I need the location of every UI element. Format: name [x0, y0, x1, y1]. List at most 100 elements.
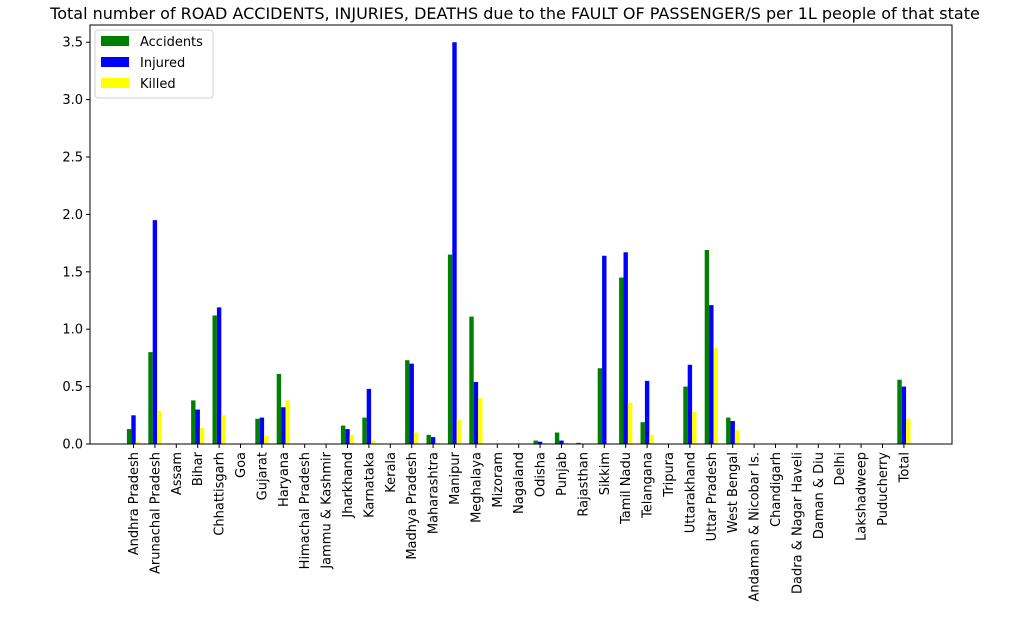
bar-killed-20 [563, 442, 569, 444]
x-tick-label: Andhra Pradesh [127, 452, 142, 555]
bar-killed-23 [627, 402, 633, 444]
bar-accidents-14 [426, 434, 431, 444]
legend: Accidents Injured Killed [94, 29, 214, 99]
x-tick-label: Rajasthan [576, 452, 591, 517]
y-tick-label: 2.0 [62, 208, 83, 223]
x-tick-label: Total [897, 452, 912, 483]
legend-swatch-killed [101, 78, 129, 88]
bar-injured-20 [559, 440, 564, 444]
bar-injured-14 [430, 437, 436, 444]
plot-frame [89, 24, 953, 445]
x-tick-label: Maharashtra [427, 452, 442, 534]
x-tick-label: Meghalaya [469, 452, 484, 523]
bar-accidents-24 [640, 422, 645, 444]
y-tick-label: 0.0 [62, 438, 83, 453]
x-tick-label: Chandigarh [769, 452, 784, 527]
bar-accidents-16 [469, 316, 474, 444]
chart-title: Total number of ROAD ACCIDENTS, INJURIES… [49, 4, 980, 23]
y-tick-label: 1.5 [62, 265, 83, 280]
legend-label-injured: Injured [140, 56, 185, 71]
bar-killed-19 [542, 442, 547, 444]
x-axis: Andhra Pradesh Arunachal Pradesh Assam Biha… [127, 444, 912, 602]
bar-killed-10 [349, 434, 355, 444]
x-tick-label: Puducherry [876, 452, 891, 526]
bar-accidents-36 [897, 379, 902, 444]
y-axis: 0.0 0.5 1.0 1.5 2.0 2.5 3.0 3.5 [62, 36, 90, 453]
bar-accidents-26 [683, 386, 688, 444]
legend-swatch-injured [101, 57, 129, 67]
bar-injured-23 [623, 252, 628, 444]
bar-accidents-0 [126, 429, 132, 444]
bar-killed-11 [371, 440, 376, 444]
x-tick-label: Gujarat [255, 452, 270, 500]
bar-injured-22 [602, 255, 607, 444]
x-tick-label: Jammu & Kashmir [320, 451, 335, 569]
x-tick-label: Telangana [641, 452, 656, 519]
bar-killed-3 [199, 427, 205, 444]
bar-accidents-27 [704, 250, 710, 444]
y-tick-label: 3.5 [62, 36, 83, 51]
bar-injured-36 [901, 386, 907, 444]
x-tick-label: Lakshadweep [855, 452, 870, 541]
bar-injured-19 [537, 441, 543, 444]
x-tick-label: Madhya Pradesh [405, 452, 420, 560]
bar-accidents-21 [576, 442, 581, 444]
bar-accidents-15 [447, 254, 453, 444]
bar-injured-6 [259, 417, 265, 444]
bar-injured-28 [730, 421, 735, 444]
bar-accidents-4 [212, 315, 217, 444]
x-tick-label: Punjab [555, 452, 570, 496]
bar-injured-1 [152, 220, 158, 444]
bar-killed-36 [906, 418, 911, 444]
bar-killed-24 [649, 434, 654, 444]
x-tick-label: Tripura [662, 452, 677, 498]
y-tick-label: 2.5 [62, 151, 83, 166]
x-tick-label: Haryana [277, 452, 292, 507]
x-tick-label: Nagaland [512, 452, 527, 514]
x-tick-label: Arunachal Pradesh [148, 452, 163, 574]
x-tick-label: Himachal Pradesh [298, 452, 313, 569]
x-tick-label: Assam [170, 452, 185, 495]
bar-accidents-1 [148, 352, 153, 444]
bar-injured-4 [216, 307, 222, 444]
bar-accidents-22 [597, 368, 603, 444]
x-tick-label: Delhi [833, 452, 848, 485]
x-tick-label: Sikkim [598, 452, 613, 495]
bar-killed-0 [135, 441, 141, 444]
bar-accidents-20 [554, 432, 560, 444]
bar-accidents-19 [533, 440, 538, 444]
x-tick-label: West Bengal [726, 452, 741, 533]
y-tick-label: 1.0 [62, 323, 83, 338]
x-tick-label: Daman & Diu [812, 452, 827, 539]
bar-injured-13 [409, 363, 414, 444]
bar-killed-16 [478, 398, 483, 444]
bar-injured-26 [687, 364, 693, 444]
bar-accidents-23 [619, 277, 624, 444]
bar-killed-14 [435, 442, 440, 444]
x-tick-label: Uttar Pradesh [705, 452, 720, 541]
x-tick-label: Manipur [448, 451, 463, 505]
bar-injured-3 [195, 409, 200, 444]
legend-label-killed: Killed [140, 77, 176, 92]
y-tick-label: 3.0 [62, 93, 83, 108]
x-tick-label: Uttarakhand [683, 452, 698, 533]
bar-accidents-11 [362, 417, 367, 444]
bar-killed-15 [456, 419, 462, 444]
bar-injured-10 [345, 429, 350, 444]
bar-accidents-7 [276, 373, 282, 444]
bar-killed-27 [713, 347, 718, 444]
x-tick-label: Bihar [191, 451, 206, 486]
bar-killed-4 [221, 415, 226, 444]
x-tick-label: Jharkhand [341, 452, 356, 519]
bar-accidents-13 [405, 360, 410, 444]
x-tick-label: Andaman & Nicobar Is. [748, 452, 763, 602]
bar-injured-11 [366, 388, 372, 444]
y-tick-label: 0.5 [62, 380, 83, 395]
bar-injured-27 [709, 305, 714, 444]
bar-killed-1 [157, 410, 162, 444]
bar-killed-6 [264, 435, 269, 444]
bar-injured-7 [281, 407, 286, 444]
bars-group [126, 42, 911, 444]
bar-killed-26 [692, 411, 697, 444]
